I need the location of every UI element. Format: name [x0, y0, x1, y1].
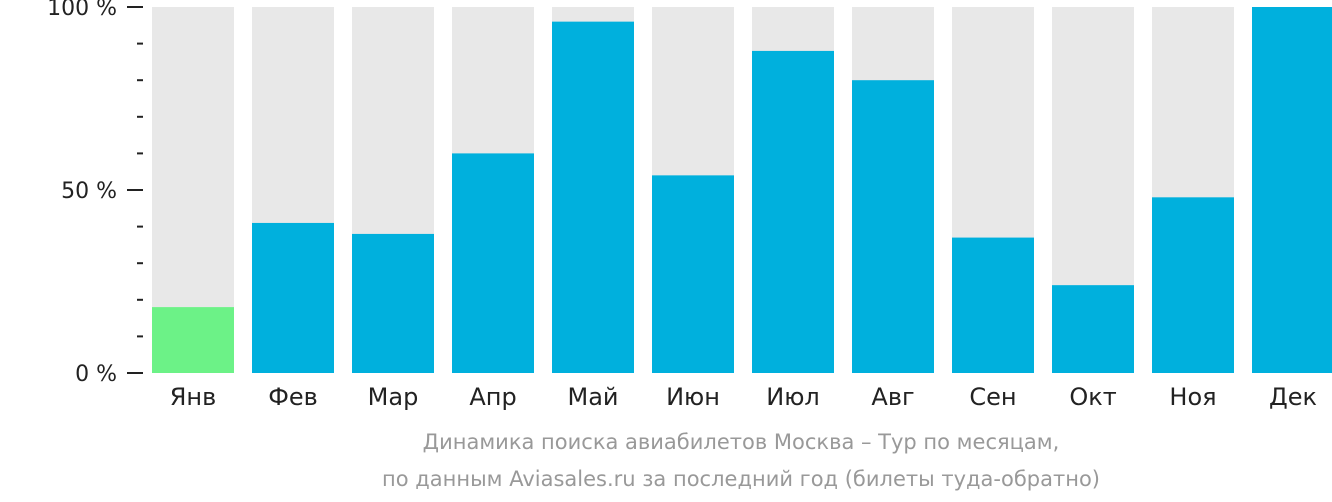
bar — [752, 50, 834, 374]
bar — [252, 222, 334, 373]
bar — [952, 237, 1034, 373]
y-tick-label: 0 % — [75, 362, 117, 387]
y-tick-label: 50 % — [61, 179, 117, 204]
bar — [152, 307, 234, 373]
x-tick-label: Сен — [969, 383, 1016, 411]
bar — [652, 175, 734, 373]
x-tick-label: Авг — [871, 383, 914, 411]
x-tick-label: Май — [567, 383, 618, 411]
x-tick-label: Янв — [170, 383, 217, 411]
chart-caption-line1: Динамика поиска авиабилетов Москва – Тур… — [422, 430, 1060, 454]
x-tick-label: Июл — [766, 383, 820, 411]
x-tick-label: Ноя — [1169, 383, 1216, 411]
bar — [852, 80, 934, 373]
bar — [1152, 197, 1234, 373]
bar-chart: 100 % 50 % 0 % Янв Фев Мар Апр Май Июн Июл Авг Сен О… — [47, 0, 1332, 411]
chart-caption-line2: по данным Aviasales.ru за последний год … — [382, 467, 1100, 491]
x-tick-label: Дек — [1269, 383, 1317, 411]
x-tick-label: Июн — [666, 383, 720, 411]
bar — [1052, 285, 1134, 373]
x-tick-label: Фев — [268, 383, 318, 411]
bar — [552, 21, 634, 373]
bar — [352, 233, 434, 373]
x-tick-label: Апр — [469, 383, 516, 411]
x-tick-label: Мар — [368, 383, 419, 411]
x-tick-label: Окт — [1069, 383, 1116, 411]
bar — [452, 153, 534, 373]
y-tick-label: 100 % — [47, 0, 117, 21]
bar — [1252, 7, 1332, 373]
